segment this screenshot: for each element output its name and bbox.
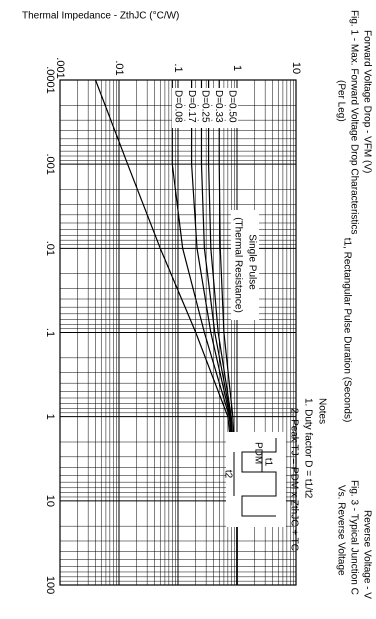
x-tick-label: 1 xyxy=(44,414,56,420)
x-tick-label: 100 xyxy=(44,576,56,594)
y-tick-label: .01 xyxy=(113,60,125,75)
y-tick-label: 10 xyxy=(290,62,302,74)
fragment: Forward Voltage Drop - VFM (V) xyxy=(361,30,372,173)
fragment: Fig. 1 - Max. Forward Voltage Drop Chara… xyxy=(348,10,359,235)
y-tick-label: .1 xyxy=(172,63,184,72)
x-axis-title: t1, Rectangular Pulse Duration (Seconds) xyxy=(341,238,352,423)
x-tick-label: .1 xyxy=(44,328,56,337)
note: 2. Peak TJ = PDM x ZthJC + TC xyxy=(288,408,299,551)
series-note: (Thermal Resistance) xyxy=(232,217,243,313)
y-tick-label: .001 xyxy=(54,57,66,78)
fragment: Fig. 3 - Typical Junction C xyxy=(348,480,359,595)
label-bg xyxy=(212,88,225,128)
waveform xyxy=(241,438,277,517)
series-label: D=0.25 xyxy=(199,90,210,123)
label-bg xyxy=(231,210,259,320)
fragment: (Per Leg) xyxy=(335,80,346,122)
fragment: Reverse Voltage - V xyxy=(361,510,372,599)
y-tick-label: 1 xyxy=(231,65,243,71)
x-tick-label: .001 xyxy=(44,153,56,174)
waveform-label: t1 xyxy=(262,458,273,467)
fragment: Vs. Reverse Voltage xyxy=(335,485,346,576)
series-label: D=0.50 xyxy=(226,90,237,123)
waveform-label: PDM xyxy=(252,442,263,464)
series-label: D=0.08 xyxy=(172,90,183,123)
x-tick-label: .0001 xyxy=(44,66,56,94)
y-axis-title: Thermal Impedance - ZthJC (°C/W) xyxy=(22,11,179,22)
label-bg xyxy=(185,88,198,128)
series-label: D=0.33 xyxy=(213,90,224,123)
label-bg xyxy=(226,88,238,128)
label-bg xyxy=(199,88,211,128)
x-tick-label: .01 xyxy=(44,241,56,256)
waveform-label: t2 xyxy=(222,470,233,479)
series-label: D=0.17 xyxy=(186,90,197,123)
note: Notes xyxy=(316,398,327,424)
label-bg xyxy=(172,88,184,128)
note: 1. Duty factor D = t1/t2 xyxy=(302,398,313,499)
x-tick-label: 10 xyxy=(44,495,56,507)
series-label: Single Pulse xyxy=(246,234,257,290)
